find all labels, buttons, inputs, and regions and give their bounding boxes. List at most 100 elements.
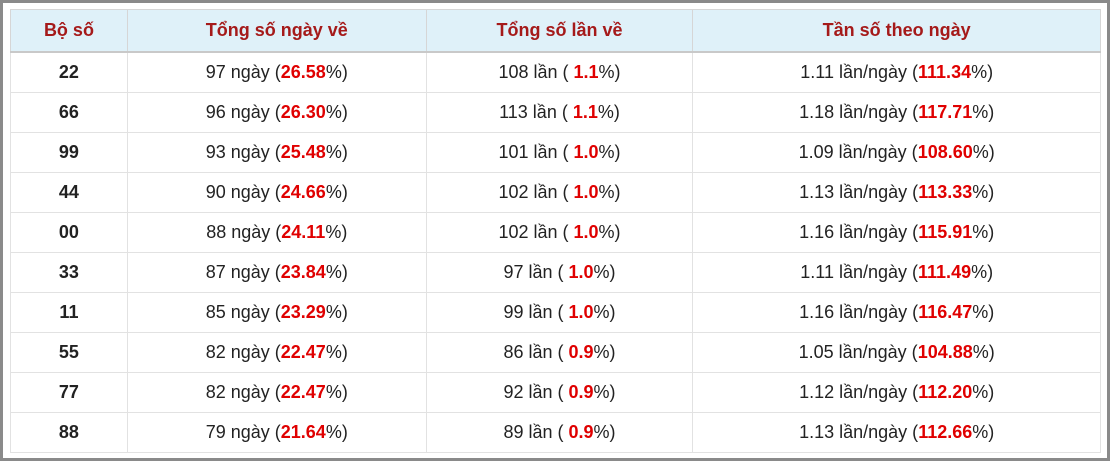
cell-text: 90 ngày ( [205,182,281,202]
stat-cell: 1.12 lần/ngày (112.20%) [692,372,1101,413]
stat-cell: 1.18 lần/ngày (117.71%) [692,92,1101,133]
table-row: 11 85 ngày (23.29%) 99 lần ( 1.0%) 1.16 lần… [10,292,1101,333]
highlight-value: 1.0 [573,222,599,242]
cell-text: %) [598,62,621,82]
header-row: Bộ số Tổng số ngày về Tổng số lần về Tần số… [10,9,1101,53]
cell-text: 87 ngày ( [205,262,281,282]
cell-text: 92 lần ( [503,382,569,402]
number-cell: 33 [10,252,128,293]
highlight-value: 104.88 [917,342,973,362]
table-row: 22 97 ngày (26.58%) 108 lần ( 1.1%) 1.11 lầ… [10,51,1101,93]
cell-text: %) [325,102,348,122]
table-row: 88 79 ngày (21.64%) 89 lần ( 0.9%) 1.13 lần… [10,412,1101,453]
stat-cell: 90 ngày (24.66%) [126,172,427,213]
cell-text: %) [972,222,995,242]
highlight-value: 26.30 [280,102,326,122]
cell-text: %) [597,102,620,122]
stat-cell: 102 lần ( 1.0%) [425,172,694,213]
cell-text: 86 lần ( [503,342,569,362]
header-cell: Bộ số [10,9,128,53]
stat-cell: 97 ngày (26.58%) [126,51,427,93]
highlight-value: 22.47 [280,342,326,362]
stat-cell: 96 ngày (26.30%) [126,92,427,133]
cell-text: 1.09 lần/ngày ( [798,142,918,162]
cell-text: %) [325,342,348,362]
table-row: 66 96 ngày (26.30%) 113 lần ( 1.1%) 1.18 lầ… [10,92,1101,133]
stat-cell: 87 ngày (23.84%) [126,252,427,293]
cell-text: %) [972,142,995,162]
cell-text: 99 lần ( [503,302,569,322]
cell-text: %) [593,422,616,442]
stat-cell: 102 lần ( 1.0%) [425,212,694,253]
cell-text: 1.16 lần/ngày ( [799,222,919,242]
cell-text: 101 lần ( [498,142,574,162]
highlight-value: 25.48 [280,142,326,162]
stat-cell: 1.09 lần/ngày (108.60%) [692,132,1101,173]
highlight-value: 116.47 [918,302,973,322]
highlight-value: 1.0 [568,262,594,282]
cell-text: 89 lần ( [503,422,569,442]
highlight-value: 24.66 [280,182,326,202]
highlight-value: 23.84 [280,262,326,282]
highlight-value: 26.58 [280,62,326,82]
stat-cell: 92 lần ( 0.9%) [425,372,694,413]
cell-text: %) [972,302,995,322]
cell-text: 97 lần ( [503,262,569,282]
cell-text: 96 ngày ( [205,102,281,122]
cell-text: %) [325,182,348,202]
cell-text: %) [972,422,995,442]
cell-text: 88 ngày ( [206,222,282,242]
cell-text: 1.11 lần/ngày ( [800,62,919,82]
cell-text: %) [325,62,348,82]
cell-text: %) [598,222,621,242]
cell-text: %) [972,342,995,362]
cell-text: 1.13 lần/ngày ( [799,182,919,202]
cell-text: %) [972,382,995,402]
header-cell: Tần số theo ngày [692,9,1101,53]
number-cell: 22 [10,51,128,93]
stat-cell: 89 lần ( 0.9%) [425,412,694,453]
stat-cell: 108 lần ( 1.1%) [425,51,694,93]
stat-cell: 86 lần ( 0.9%) [425,332,694,373]
number-cell: 44 [10,172,128,213]
stat-cell: 88 ngày (24.11%) [126,212,427,253]
stat-cell: 1.13 lần/ngày (113.33%) [692,172,1101,213]
cell-text: 97 ngày ( [205,62,281,82]
cell-text: %) [325,142,348,162]
highlight-value: 0.9 [568,342,594,362]
cell-text: 102 lần ( [498,182,574,202]
cell-text: 82 ngày ( [205,342,281,362]
cell-text: %) [325,262,348,282]
highlight-value: 112.66 [918,422,973,442]
number-cell: 77 [10,372,128,413]
stat-cell: 1.11 lần/ngày (111.49%) [692,252,1101,293]
cell-text: 1.11 lần/ngày ( [800,262,919,282]
cell-text: %) [972,102,995,122]
stat-cell: 1.16 lần/ngày (116.47%) [692,292,1101,333]
header-cell: Tổng số ngày về [126,9,427,53]
table-row: 77 82 ngày (22.47%) 92 lần ( 0.9%) 1.12 lần… [10,372,1101,413]
highlight-value: 111.49 [918,262,972,282]
stat-cell: 85 ngày (23.29%) [126,292,427,333]
table-row: 33 87 ngày (23.84%) 97 lần ( 1.0%) 1.11 lần… [10,252,1101,293]
stat-cell: 1.05 lần/ngày (104.88%) [692,332,1101,373]
highlight-value: 0.9 [568,382,594,402]
number-cell: 00 [10,212,128,253]
number-cell: 66 [10,92,128,133]
stat-cell: 82 ngày (22.47%) [126,332,427,373]
cell-text: %) [325,302,348,322]
cell-text: 102 lần ( [498,222,574,242]
cell-text: 82 ngày ( [205,382,281,402]
highlight-value: 1.0 [573,182,599,202]
stat-cell: 82 ngày (22.47%) [126,372,427,413]
table-row: 44 90 ngày (24.66%) 102 lần ( 1.0%) 1.13 lầ… [10,172,1101,213]
cell-text: %) [971,62,994,82]
cell-text: %) [593,262,616,282]
highlight-value: 1.0 [568,302,594,322]
cell-text: 79 ngày ( [205,422,281,442]
highlight-value: 1.1 [573,62,599,82]
cell-text: 93 ngày ( [205,142,281,162]
highlight-value: 113.33 [918,182,973,202]
cell-text: %) [325,382,348,402]
